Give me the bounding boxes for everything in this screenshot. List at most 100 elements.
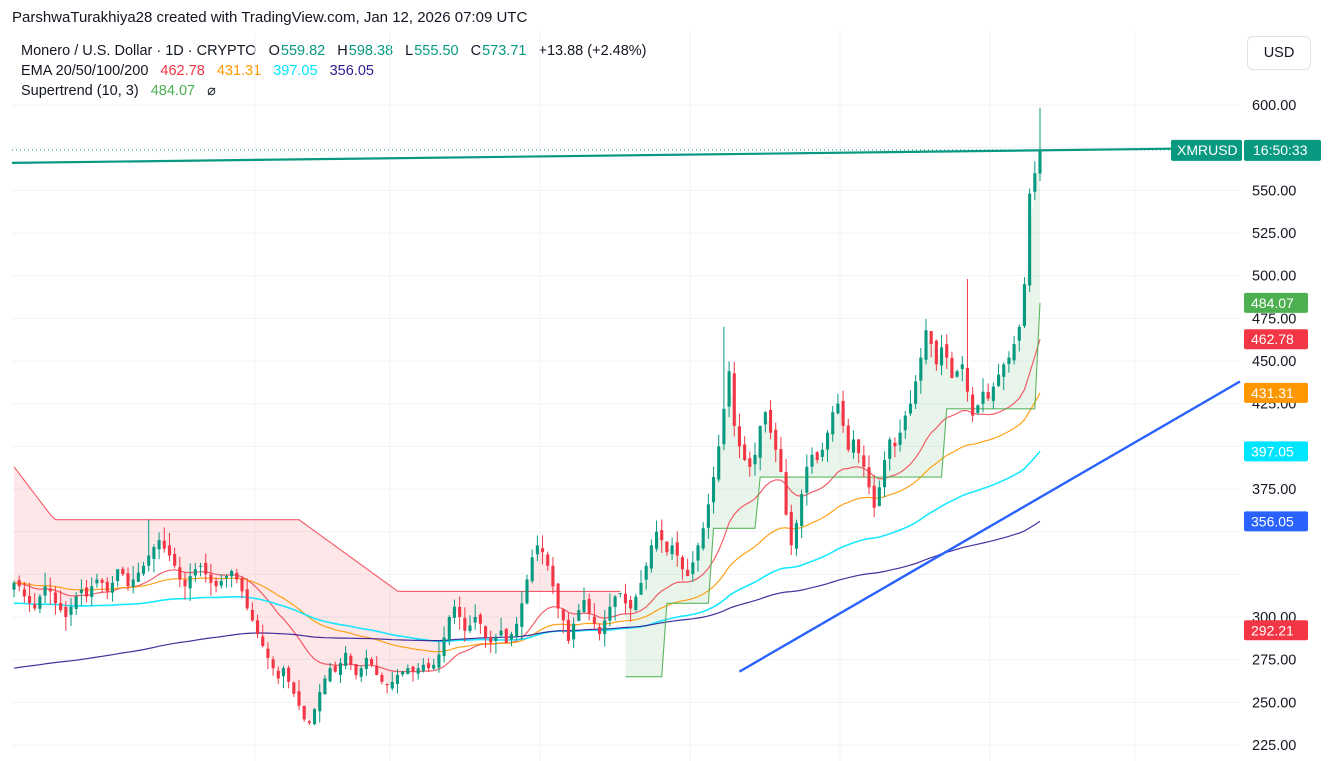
candle	[38, 594, 42, 614]
candle-body	[463, 617, 467, 631]
ema200-line	[13, 520, 1041, 669]
price-tick-label: 275.00	[1252, 653, 1296, 669]
candle	[250, 602, 254, 622]
currency-button[interactable]: USD	[1247, 36, 1311, 70]
candle-body	[375, 665, 379, 676]
candle-body	[665, 541, 669, 553]
candle-body	[157, 540, 161, 550]
candle	[147, 519, 151, 572]
candle	[634, 593, 638, 612]
candle-body	[494, 637, 498, 641]
candle-body	[882, 459, 887, 488]
candle-body	[74, 596, 78, 609]
candle-body	[592, 616, 596, 624]
candle	[763, 411, 767, 433]
candle	[566, 613, 571, 644]
candle-body	[965, 367, 970, 392]
axis-badge-label: 484.07	[1251, 295, 1294, 311]
candle-body	[629, 599, 633, 609]
candle	[364, 649, 368, 676]
candle-body	[354, 664, 358, 676]
candle	[639, 570, 643, 595]
candle-body	[1022, 284, 1027, 326]
candle	[509, 631, 514, 647]
candle-body	[162, 540, 166, 549]
candle	[1028, 188, 1032, 292]
candle	[90, 577, 94, 606]
candle	[893, 437, 897, 458]
candle-body	[1038, 149, 1042, 174]
candle-body	[478, 614, 482, 624]
visibility-off-icon[interactable]: ⌀	[207, 83, 216, 99]
candle	[758, 425, 762, 471]
candle-body	[504, 628, 508, 643]
candle-body	[483, 626, 488, 638]
candle	[297, 680, 301, 710]
candle-body	[235, 572, 239, 580]
candle-body	[955, 371, 959, 377]
candle-body	[64, 606, 68, 617]
candle	[499, 617, 503, 638]
candle	[1033, 161, 1037, 200]
low-key: L	[405, 43, 414, 59]
candle-body	[395, 675, 400, 684]
candle-body	[147, 555, 151, 566]
candle-body	[302, 705, 306, 720]
candle	[74, 592, 78, 615]
candle	[644, 562, 648, 590]
candle-body	[774, 429, 778, 450]
legend-symbol-row[interactable]: Monero / U.S. Dollar · 1D · CRYPTO O559.…	[21, 41, 647, 61]
low-value: 555.50	[414, 43, 459, 59]
candle	[105, 577, 109, 599]
price-tick-label: 500.00	[1252, 269, 1296, 285]
candle-body	[717, 446, 721, 480]
candle	[27, 582, 32, 612]
candle-body	[312, 709, 317, 725]
ema-lines	[13, 339, 1041, 673]
candle	[473, 604, 477, 630]
candle-body	[577, 610, 581, 621]
candle-body	[473, 617, 477, 623]
candle-body	[193, 569, 197, 576]
candle	[1038, 107, 1042, 181]
candle	[965, 279, 970, 402]
candle	[266, 642, 270, 670]
candle-body	[188, 576, 192, 589]
resistance-line	[11, 146, 1241, 164]
axis-badge-label: 356.05	[1251, 513, 1294, 529]
candle-body	[79, 589, 83, 594]
candle	[344, 645, 348, 670]
candle-body	[546, 554, 550, 566]
candle	[224, 574, 229, 588]
candle	[924, 318, 928, 365]
candle	[592, 603, 596, 631]
candle-body	[919, 357, 923, 381]
candle	[768, 400, 773, 440]
candle	[494, 633, 498, 654]
candle	[971, 386, 975, 422]
candle-body	[680, 557, 685, 570]
candle-body	[540, 548, 545, 553]
candle-body	[758, 425, 762, 458]
candle	[312, 708, 317, 726]
axis-badge: 292.21	[1244, 620, 1308, 641]
candle-body	[996, 374, 1001, 386]
ema100-value: 397.05	[273, 63, 318, 79]
symbol-title: Monero / U.S. Dollar · 1D · CRYPTO	[21, 43, 257, 59]
symbol-badge-label: XMRUSD	[1177, 142, 1238, 158]
candle-body	[810, 454, 814, 467]
legend-supertrend-row[interactable]: Supertrend (10, 3) 484.07 ⌀	[21, 81, 647, 101]
candle-body	[344, 652, 348, 666]
candle-body	[53, 592, 58, 604]
candle	[452, 599, 457, 624]
candle-body	[836, 403, 840, 414]
legend-ema-row[interactable]: EMA 20/50/100/200 462.78 431.31 397.05 3…	[21, 61, 647, 81]
candle-body	[701, 528, 705, 549]
candle-body	[857, 439, 861, 454]
axis-badge-label: 397.05	[1251, 443, 1294, 459]
candle-body	[597, 627, 602, 635]
candle	[219, 574, 223, 589]
close-value: 573.71	[482, 43, 527, 59]
support-trendline	[738, 380, 1241, 673]
